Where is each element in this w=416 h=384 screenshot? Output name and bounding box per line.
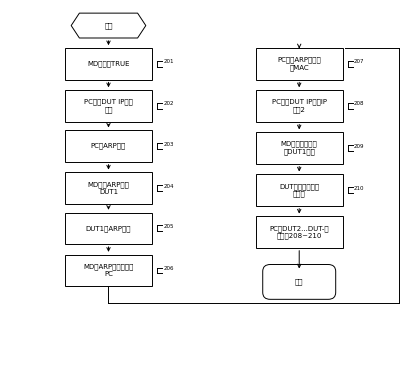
Text: PC接收ARP电话本
及MAC: PC接收ARP电话本 及MAC [277,57,321,71]
FancyBboxPatch shape [65,255,152,286]
FancyBboxPatch shape [65,131,152,162]
Text: PC发ARP请求: PC发ARP请求 [91,143,126,149]
FancyBboxPatch shape [256,90,343,122]
Text: 结束: 结束 [295,279,303,285]
Text: 209: 209 [354,144,364,149]
Text: 202: 202 [163,101,174,106]
FancyBboxPatch shape [256,217,343,248]
FancyBboxPatch shape [65,90,152,122]
Text: DUT接收数据并生
成报文: DUT接收数据并生 成报文 [279,183,319,197]
Text: 208: 208 [354,101,364,106]
FancyBboxPatch shape [256,48,343,79]
Text: PC发出DUT IP地址IP
广告2: PC发出DUT IP地址IP 广告2 [272,99,327,113]
Text: 开始: 开始 [104,22,113,29]
Text: PC发出DUT IP地址
广告: PC发出DUT IP地址 广告 [84,99,133,113]
Text: PC给DUT2...DUT-中
发发步208~210: PC给DUT2...DUT-中 发发步208~210 [270,225,329,239]
FancyBboxPatch shape [65,48,152,79]
Text: MD复发ARP请求
DUT1: MD复发ARP请求 DUT1 [87,181,129,195]
Text: 201: 201 [163,60,174,65]
Polygon shape [71,13,146,38]
Text: 207: 207 [354,60,364,65]
Text: 205: 205 [163,224,174,229]
Text: MD初始化TRUE: MD初始化TRUE [87,61,130,67]
Text: DUT1回ARP应答: DUT1回ARP应答 [86,225,131,232]
Text: MD收到广播报发
给DUT1数据: MD收到广播报发 给DUT1数据 [281,141,317,155]
Text: MD将ARP应答转发给
PC: MD将ARP应答转发给 PC [83,264,134,277]
FancyBboxPatch shape [65,172,152,204]
FancyBboxPatch shape [263,265,336,299]
Text: 206: 206 [163,266,174,271]
FancyBboxPatch shape [256,174,343,206]
FancyBboxPatch shape [65,213,152,244]
Text: 203: 203 [163,142,174,147]
FancyBboxPatch shape [256,132,343,164]
Text: 204: 204 [163,184,174,189]
Text: 210: 210 [354,186,364,191]
